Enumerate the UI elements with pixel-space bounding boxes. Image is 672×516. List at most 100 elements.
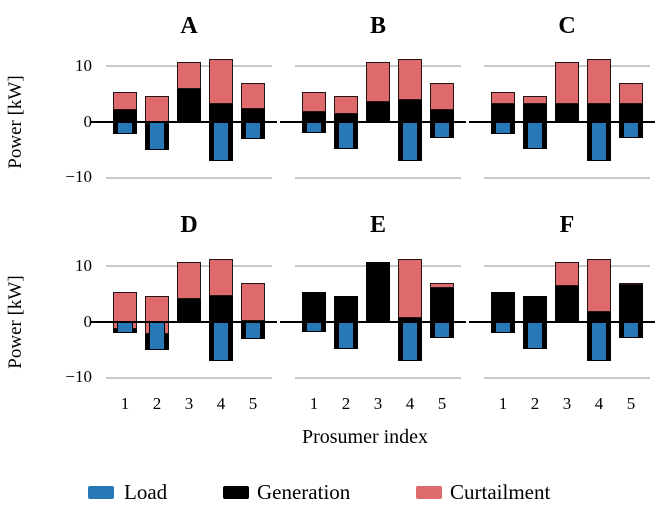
bar-curtailment xyxy=(177,262,201,300)
panel-title-d: D xyxy=(180,212,198,238)
bar-generation xyxy=(555,104,579,122)
bar-load xyxy=(338,122,354,150)
bar-curtailment xyxy=(209,58,233,105)
zero-line xyxy=(91,320,277,324)
zero-line xyxy=(469,320,655,324)
bar-generation xyxy=(366,101,390,122)
bar-load xyxy=(245,122,261,139)
x-tick: 2 xyxy=(530,394,540,413)
bar-load xyxy=(495,322,511,333)
y-tick: 10 xyxy=(75,256,92,275)
bar-curtailment xyxy=(366,62,390,102)
bar-curtailment xyxy=(587,258,611,313)
x-tick: 4 xyxy=(405,394,415,413)
x-tick: 5 xyxy=(626,394,636,413)
bar-curtailment xyxy=(430,82,454,111)
bar-curtailment xyxy=(241,82,265,109)
bar-generation xyxy=(177,88,201,122)
gridline xyxy=(106,377,272,379)
x-tick: 1 xyxy=(498,394,508,413)
x-tick: 2 xyxy=(152,394,162,413)
bar-curtailment xyxy=(619,82,643,105)
bar-load xyxy=(402,122,418,162)
bar-curtailment xyxy=(241,282,265,322)
x-tick: 1 xyxy=(120,394,130,413)
bar-load xyxy=(338,322,354,350)
x-tick: 3 xyxy=(184,394,194,413)
bar-load xyxy=(149,122,165,150)
bar-curtailment xyxy=(302,91,326,112)
y-tick: −10 xyxy=(65,367,92,386)
bar-curtailment xyxy=(398,258,422,319)
x-tick: 5 xyxy=(248,394,258,413)
bar-curtailment xyxy=(113,91,137,111)
bar-load xyxy=(245,322,261,339)
bar-load xyxy=(117,322,133,333)
gridline xyxy=(295,377,461,379)
x-tick: 4 xyxy=(594,394,604,413)
bar-curtailment xyxy=(523,96,547,105)
bar-curtailment xyxy=(209,258,233,296)
bar-load xyxy=(623,322,639,338)
legend-label-curtailment: Curtailment xyxy=(450,480,551,504)
curtailment-swatch-icon xyxy=(416,486,442,499)
bar-load xyxy=(623,122,639,139)
gridline xyxy=(484,177,650,179)
y-axis-label-bottom: Power [kW] xyxy=(5,275,26,369)
bar-load xyxy=(402,322,418,362)
bar-curtailment xyxy=(587,58,611,105)
y-tick: −10 xyxy=(65,167,92,186)
panel-title-b: B xyxy=(369,13,386,39)
y-axis-label-top: Power [kW] xyxy=(5,75,26,169)
x-tick: 5 xyxy=(437,394,447,413)
bar-load xyxy=(306,322,322,333)
gridline xyxy=(484,377,650,379)
bar-load xyxy=(117,122,133,134)
bar-load xyxy=(434,322,450,338)
bar-load xyxy=(213,122,229,162)
bar-load xyxy=(434,122,450,139)
bar-load xyxy=(213,322,229,362)
zero-line xyxy=(280,120,466,124)
bar-load xyxy=(527,122,543,150)
bar-curtailment xyxy=(398,58,422,101)
bar-generation xyxy=(177,299,201,322)
zero-line xyxy=(280,320,466,324)
bar-curtailment xyxy=(491,91,515,105)
panel-title-e: E xyxy=(369,212,386,238)
bar-curtailment xyxy=(334,96,358,114)
legend-label-load: Load xyxy=(124,480,168,504)
bar-load xyxy=(591,122,607,162)
y-tick: 0 xyxy=(83,112,93,131)
bar-generation xyxy=(366,262,390,322)
y-tick: 10 xyxy=(75,56,92,75)
bar-curtailment xyxy=(177,62,201,89)
bar-curtailment xyxy=(555,62,579,105)
bar-curtailment xyxy=(555,262,579,287)
x-tick: 4 xyxy=(216,394,226,413)
bar-load xyxy=(149,322,165,350)
zero-line xyxy=(469,120,655,124)
bar-generation xyxy=(555,286,579,322)
x-axis-label: Prosumer index xyxy=(301,426,429,448)
x-tick: 1 xyxy=(309,394,319,413)
load-swatch-icon xyxy=(88,486,114,499)
bar-load xyxy=(527,322,543,350)
x-tick: 3 xyxy=(562,394,572,413)
bar-load xyxy=(306,122,322,133)
bar-curtailment xyxy=(619,283,643,286)
bar-load xyxy=(495,122,511,134)
gridline xyxy=(295,177,461,179)
panel-title-a: A xyxy=(180,13,198,39)
y-tick: 0 xyxy=(83,312,93,331)
gridline xyxy=(106,177,272,179)
legend-label-generation: Generation xyxy=(257,480,351,504)
x-tick: 2 xyxy=(341,394,351,413)
bar-curtailment xyxy=(145,96,169,124)
bar-curtailment xyxy=(430,282,454,289)
x-tick: 3 xyxy=(373,394,383,413)
bar-load xyxy=(591,322,607,362)
panel-title-c: C xyxy=(558,13,576,39)
generation-swatch-icon xyxy=(223,486,249,499)
